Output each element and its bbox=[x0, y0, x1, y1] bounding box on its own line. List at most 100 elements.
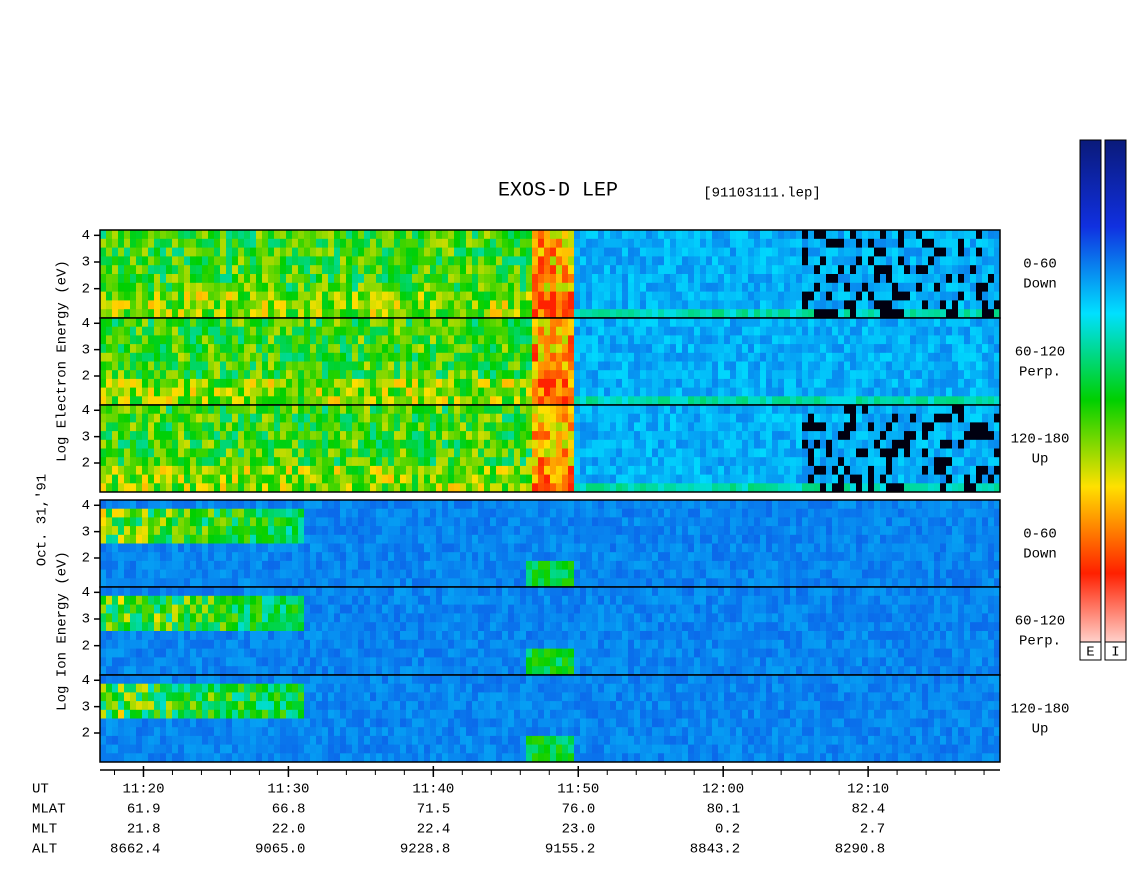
spectrogram-cell bbox=[640, 439, 646, 449]
spectrogram-cell bbox=[370, 291, 376, 301]
spectrogram-cell bbox=[322, 300, 328, 310]
spectrogram-cell bbox=[910, 457, 916, 467]
spectrogram-cell bbox=[412, 448, 418, 458]
spectrogram-cell bbox=[136, 439, 142, 449]
spectrogram-cell bbox=[196, 361, 202, 371]
spectrogram-cell bbox=[238, 457, 244, 467]
spectrogram-cell bbox=[670, 378, 676, 389]
spectrogram-cell bbox=[544, 230, 550, 240]
spectrogram-cell bbox=[346, 405, 352, 415]
spectrogram-cell bbox=[256, 378, 262, 389]
spectrogram-cell bbox=[274, 465, 280, 476]
spectrogram-cell bbox=[268, 526, 274, 536]
spectrogram-cell bbox=[112, 326, 118, 336]
spectrogram-cell bbox=[166, 431, 172, 441]
spectrogram-cell bbox=[982, 352, 988, 362]
spectrogram-cell bbox=[220, 361, 226, 371]
spectrogram-cell bbox=[184, 352, 190, 362]
spectrogram-cell bbox=[220, 274, 226, 284]
spectrogram-cell bbox=[370, 247, 376, 257]
spectrogram-cell bbox=[346, 413, 352, 423]
spectrogram-cell bbox=[598, 318, 604, 328]
spectrogram-cell bbox=[244, 309, 250, 319]
spectrogram-cell bbox=[664, 483, 670, 493]
spectrogram-cell bbox=[394, 300, 400, 310]
spectrogram-cell bbox=[814, 300, 820, 310]
spectrogram-cell bbox=[730, 230, 736, 240]
spectrogram-cell bbox=[286, 335, 292, 345]
spectrogram-cell bbox=[862, 457, 868, 467]
spectrogram-cell bbox=[664, 422, 670, 432]
spectrogram-cell bbox=[100, 422, 106, 432]
spectrogram-cell bbox=[490, 361, 496, 371]
spectrogram-cell bbox=[814, 230, 820, 240]
spectrogram-cell bbox=[388, 413, 394, 423]
spectrogram-cell bbox=[946, 370, 952, 380]
spectrogram-cell bbox=[418, 439, 424, 449]
spectrogram-cell bbox=[256, 352, 262, 362]
spectrogram-cell bbox=[700, 309, 706, 319]
spectrogram-cell bbox=[502, 465, 508, 476]
spectrogram-cell bbox=[592, 387, 598, 397]
spectrogram-cell bbox=[898, 387, 904, 397]
spectrogram-cell bbox=[988, 483, 994, 493]
spectrogram-cell bbox=[562, 413, 568, 423]
spectrogram-cell bbox=[178, 344, 184, 354]
spectrogram-cell bbox=[358, 282, 364, 293]
spectrogram-cell bbox=[958, 256, 964, 266]
spectrogram-cell bbox=[532, 247, 538, 257]
spectrogram-cell bbox=[736, 474, 742, 484]
spectrogram-cell bbox=[880, 247, 886, 257]
spectrogram-cell bbox=[808, 352, 814, 362]
spectrogram-cell bbox=[544, 238, 550, 249]
spectrogram-cell bbox=[778, 405, 784, 415]
spectrogram-cell bbox=[328, 552, 334, 562]
spectrogram-cell bbox=[958, 274, 964, 284]
spectrogram-cell bbox=[172, 300, 178, 310]
spectrogram-cell bbox=[172, 431, 178, 441]
spectrogram-cell bbox=[712, 238, 718, 249]
spectrogram-cell bbox=[532, 291, 538, 301]
spectrogram-cell bbox=[658, 396, 664, 406]
spectrogram-cell bbox=[358, 361, 364, 371]
spectrogram-cell bbox=[652, 274, 658, 284]
spectrogram-cell bbox=[922, 405, 928, 415]
spectrogram-cell bbox=[568, 361, 574, 371]
spectrogram-cell bbox=[226, 465, 232, 476]
spectrogram-cell bbox=[970, 238, 976, 249]
spectrogram-cell bbox=[592, 300, 598, 310]
spectrogram-cell bbox=[976, 378, 982, 389]
spectrogram-cell bbox=[496, 474, 502, 484]
spectrogram-cell bbox=[784, 370, 790, 380]
spectrogram-cell bbox=[196, 517, 202, 527]
spectrogram-cell bbox=[160, 396, 166, 406]
spectrogram-cell bbox=[136, 247, 142, 257]
spectrogram-cell bbox=[232, 457, 238, 467]
spectrogram-cell bbox=[262, 282, 268, 293]
spectrogram-cell bbox=[940, 344, 946, 354]
spectrogram-cell bbox=[574, 256, 580, 266]
spectrogram-cell bbox=[346, 318, 352, 328]
spectrogram-cell bbox=[430, 318, 436, 328]
spectrogram-cell bbox=[280, 247, 286, 257]
spectrogram-cell bbox=[556, 300, 562, 310]
spectrogram-cell bbox=[802, 300, 808, 310]
spectrogram-cell bbox=[358, 326, 364, 336]
spectrogram-cell bbox=[622, 344, 628, 354]
spectrogram-cell bbox=[292, 230, 298, 240]
spectrogram-cell bbox=[358, 526, 364, 536]
spectrogram-cell bbox=[976, 247, 982, 257]
spectrogram-cell bbox=[274, 483, 280, 493]
spectrogram-cell bbox=[826, 274, 832, 284]
spectrogram-cell bbox=[220, 569, 226, 579]
spectrogram-cell bbox=[190, 578, 196, 588]
spectrogram-cell bbox=[274, 361, 280, 371]
spectrogram-cell bbox=[130, 370, 136, 380]
spectrogram-cell bbox=[154, 291, 160, 301]
spectrogram-cell bbox=[490, 422, 496, 432]
spectrogram-cell bbox=[190, 465, 196, 476]
spectrogram-cell bbox=[910, 396, 916, 406]
spectrogram-cell bbox=[766, 291, 772, 301]
spectrogram-cell bbox=[850, 439, 856, 449]
spectrogram-cell bbox=[676, 274, 682, 284]
